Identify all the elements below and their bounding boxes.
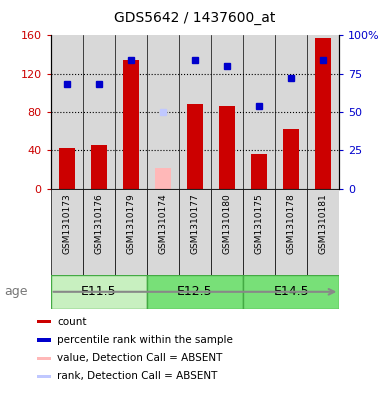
Text: GSM1310178: GSM1310178 bbox=[287, 193, 296, 254]
Bar bbox=[37, 338, 51, 342]
Bar bbox=[115, 189, 147, 275]
Bar bbox=[179, 189, 211, 275]
Bar bbox=[123, 60, 139, 189]
Bar bbox=[147, 35, 179, 189]
Text: GDS5642 / 1437600_at: GDS5642 / 1437600_at bbox=[114, 11, 276, 25]
Bar bbox=[59, 149, 75, 189]
Bar bbox=[37, 375, 51, 378]
Text: count: count bbox=[57, 317, 87, 327]
Bar bbox=[115, 35, 147, 189]
Bar bbox=[243, 189, 275, 275]
Text: GSM1310174: GSM1310174 bbox=[158, 193, 167, 253]
Text: value, Detection Call = ABSENT: value, Detection Call = ABSENT bbox=[57, 353, 223, 363]
Bar bbox=[187, 104, 203, 189]
Bar bbox=[211, 35, 243, 189]
Bar bbox=[179, 35, 211, 189]
Bar bbox=[51, 35, 83, 189]
Bar bbox=[51, 189, 83, 275]
Bar bbox=[315, 38, 331, 189]
Bar bbox=[283, 129, 299, 189]
Bar bbox=[275, 189, 307, 275]
Bar bbox=[37, 356, 51, 360]
Bar bbox=[211, 189, 243, 275]
Text: GSM1310175: GSM1310175 bbox=[255, 193, 264, 254]
Text: GSM1310179: GSM1310179 bbox=[126, 193, 135, 254]
Bar bbox=[275, 35, 307, 189]
Text: GSM1310173: GSM1310173 bbox=[62, 193, 71, 254]
Bar bbox=[219, 106, 235, 189]
Bar bbox=[37, 320, 51, 323]
Bar bbox=[147, 189, 179, 275]
Bar bbox=[83, 35, 115, 189]
Bar bbox=[147, 275, 243, 309]
Bar bbox=[51, 275, 147, 309]
Bar bbox=[243, 275, 339, 309]
Text: age: age bbox=[4, 285, 27, 298]
Text: E12.5: E12.5 bbox=[177, 285, 213, 298]
Text: rank, Detection Call = ABSENT: rank, Detection Call = ABSENT bbox=[57, 371, 218, 381]
Bar bbox=[155, 167, 171, 189]
Text: GSM1310181: GSM1310181 bbox=[319, 193, 328, 254]
Text: GSM1310177: GSM1310177 bbox=[190, 193, 200, 254]
Text: E11.5: E11.5 bbox=[81, 285, 117, 298]
Bar bbox=[251, 154, 267, 189]
Bar bbox=[91, 145, 107, 189]
Text: E14.5: E14.5 bbox=[273, 285, 309, 298]
Bar bbox=[83, 189, 115, 275]
Bar bbox=[243, 35, 275, 189]
Bar bbox=[307, 189, 339, 275]
Text: GSM1310176: GSM1310176 bbox=[94, 193, 103, 254]
Text: percentile rank within the sample: percentile rank within the sample bbox=[57, 335, 233, 345]
Bar bbox=[307, 35, 339, 189]
Text: GSM1310180: GSM1310180 bbox=[223, 193, 232, 254]
